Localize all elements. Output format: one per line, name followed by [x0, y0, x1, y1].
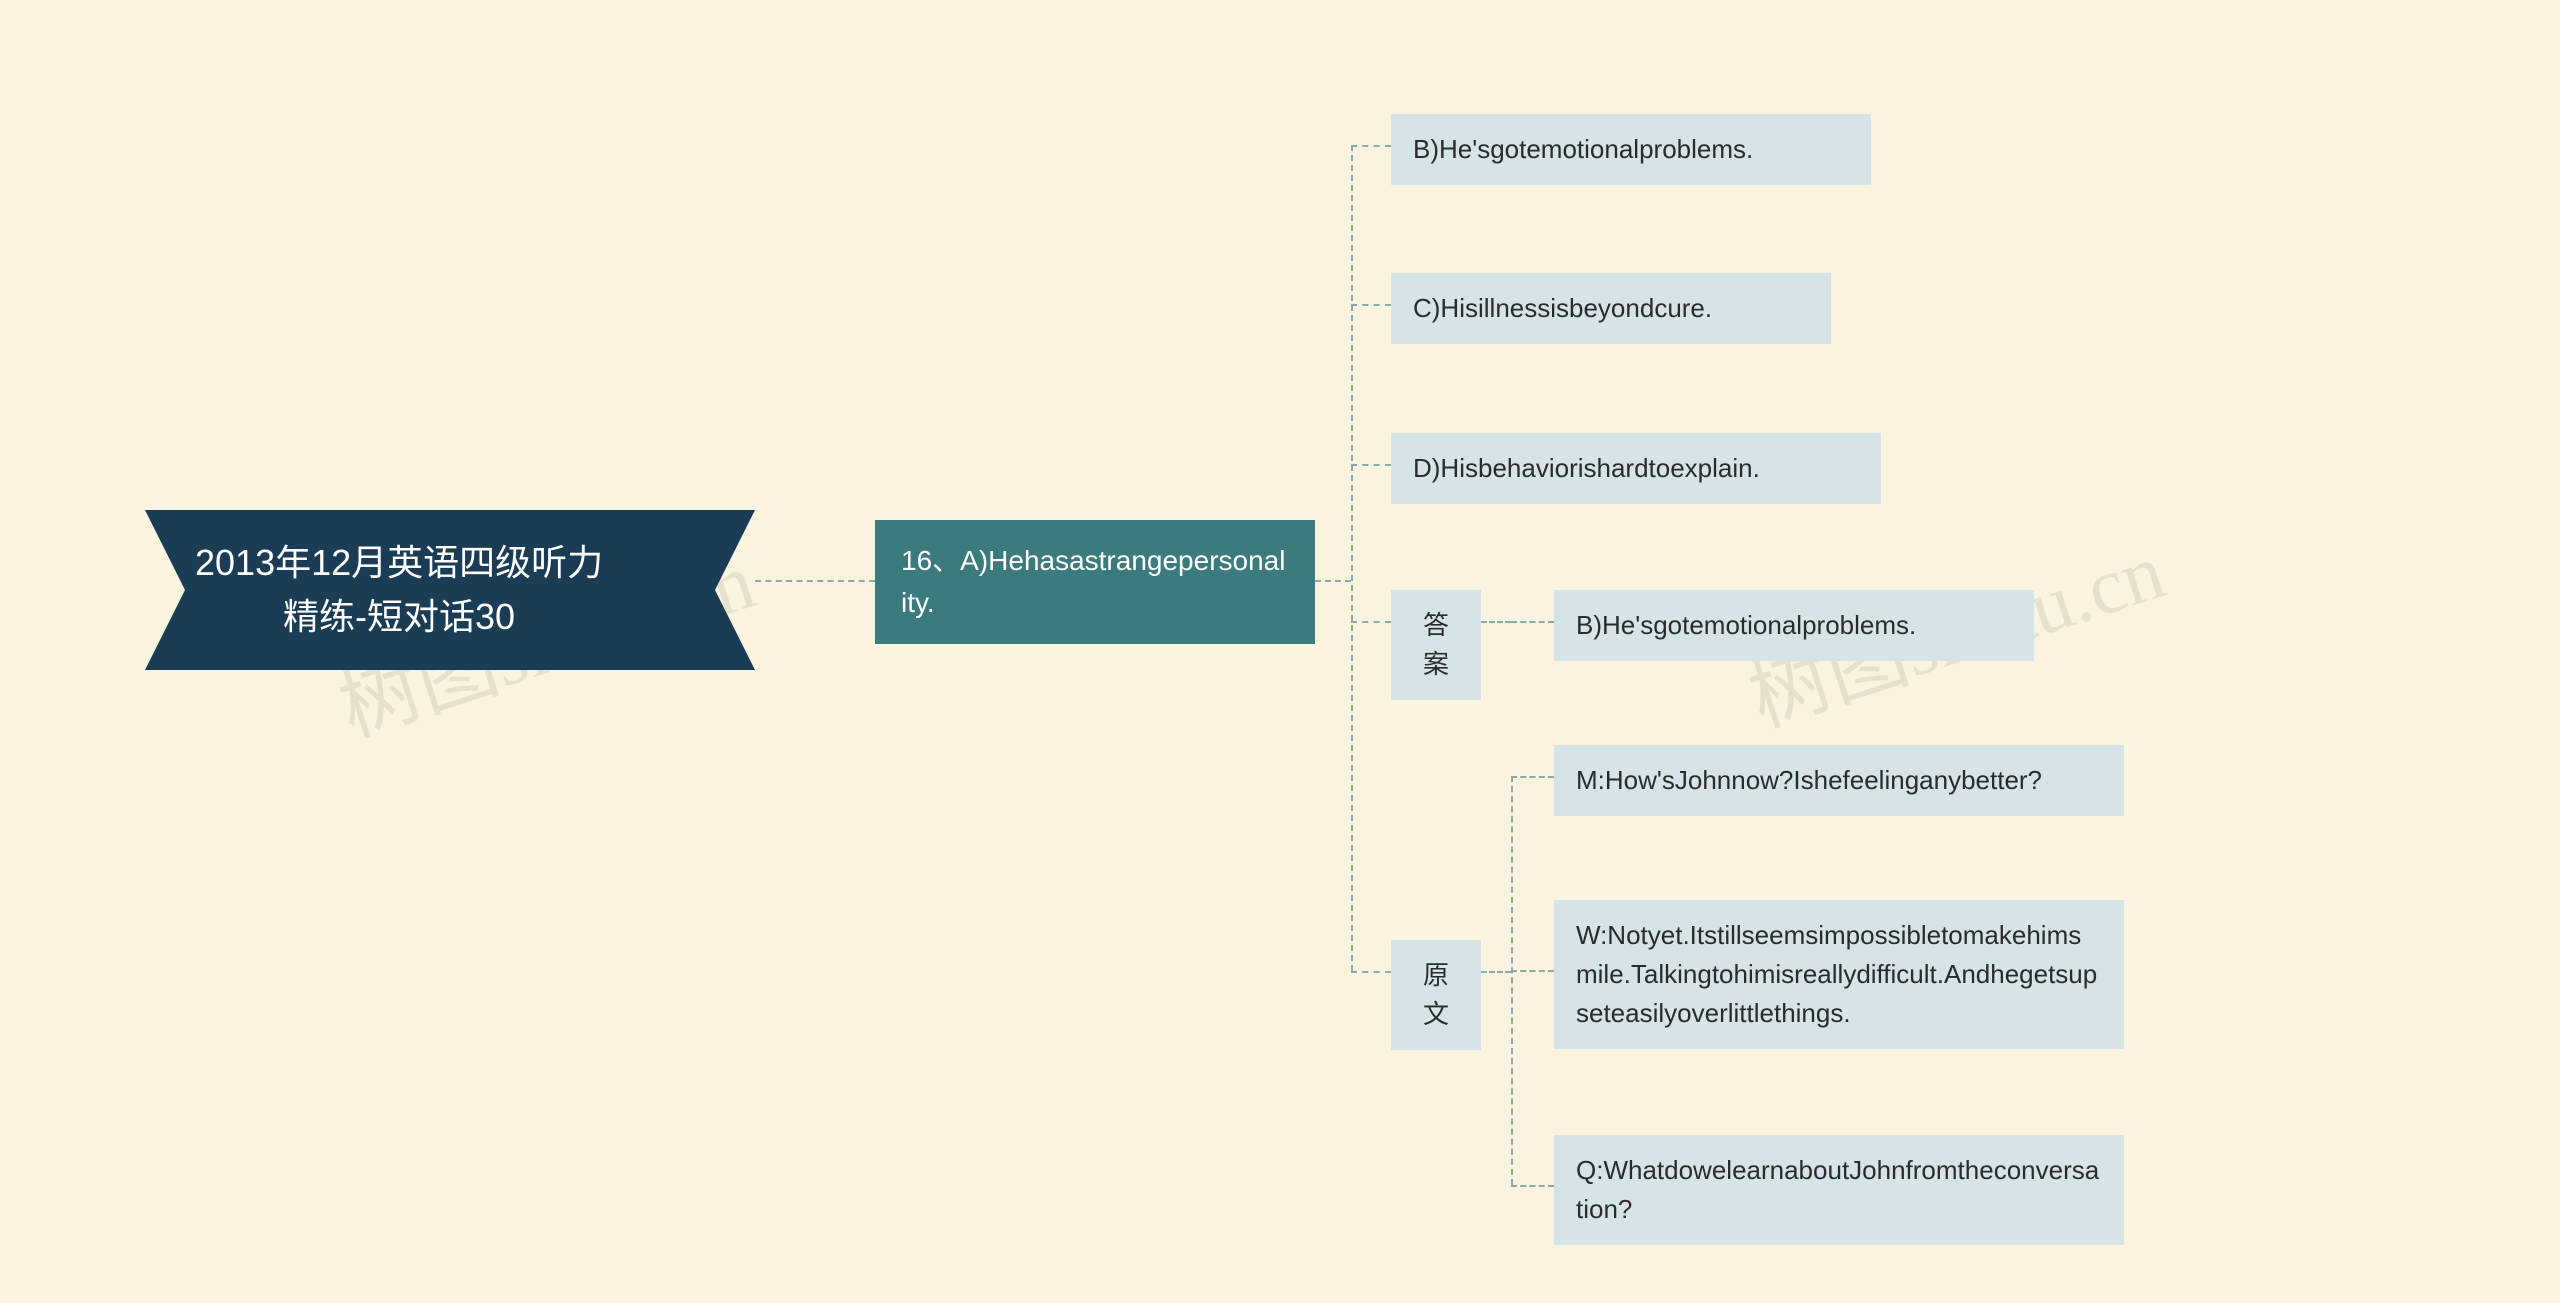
conn-to-d	[1351, 464, 1391, 466]
conn-mid-stub	[1315, 580, 1351, 582]
leaf-answer-value: B)He'sgotemotionalproblems.	[1554, 590, 2034, 661]
mid-node: 16、A)Hehasastrangepersonality.	[875, 520, 1315, 644]
leaf-option-d: D)Hisbehaviorishardtoexplain.	[1391, 433, 1881, 504]
conn-to-ans	[1351, 621, 1391, 623]
conn-orig-spine	[1511, 776, 1513, 1185]
leaf-original-w: W:Notyet.Itstillseemsimpossibletomakehim…	[1554, 900, 2124, 1049]
leaf-option-c: C)Hisillnessisbeyondcure.	[1391, 273, 1831, 344]
conn-to-c	[1351, 304, 1391, 306]
conn-to-orig	[1351, 971, 1391, 973]
conn-orig-2	[1511, 970, 1554, 972]
leaf-original-m: M:How'sJohnnow?Ishefeelinganybetter?	[1554, 745, 2124, 816]
leaf-original-label: 原文	[1391, 940, 1481, 1050]
conn-ans-stub	[1481, 621, 1511, 623]
leaf-original-q: Q:WhatdowelearnaboutJohnfromtheconversat…	[1554, 1135, 2124, 1245]
conn-ans-val	[1511, 621, 1554, 623]
conn-root-mid	[755, 580, 875, 582]
conn-to-b	[1351, 145, 1391, 147]
conn-orig-3	[1511, 1185, 1554, 1187]
root-node: 2013年12月英语四级听力 精练-短对话30	[145, 510, 755, 670]
conn-orig-stub	[1481, 971, 1511, 973]
conn-spine	[1351, 145, 1353, 971]
leaf-option-b: B)He'sgotemotionalproblems.	[1391, 114, 1871, 185]
leaf-answer-label: 答案	[1391, 590, 1481, 700]
conn-orig-1	[1511, 776, 1554, 778]
